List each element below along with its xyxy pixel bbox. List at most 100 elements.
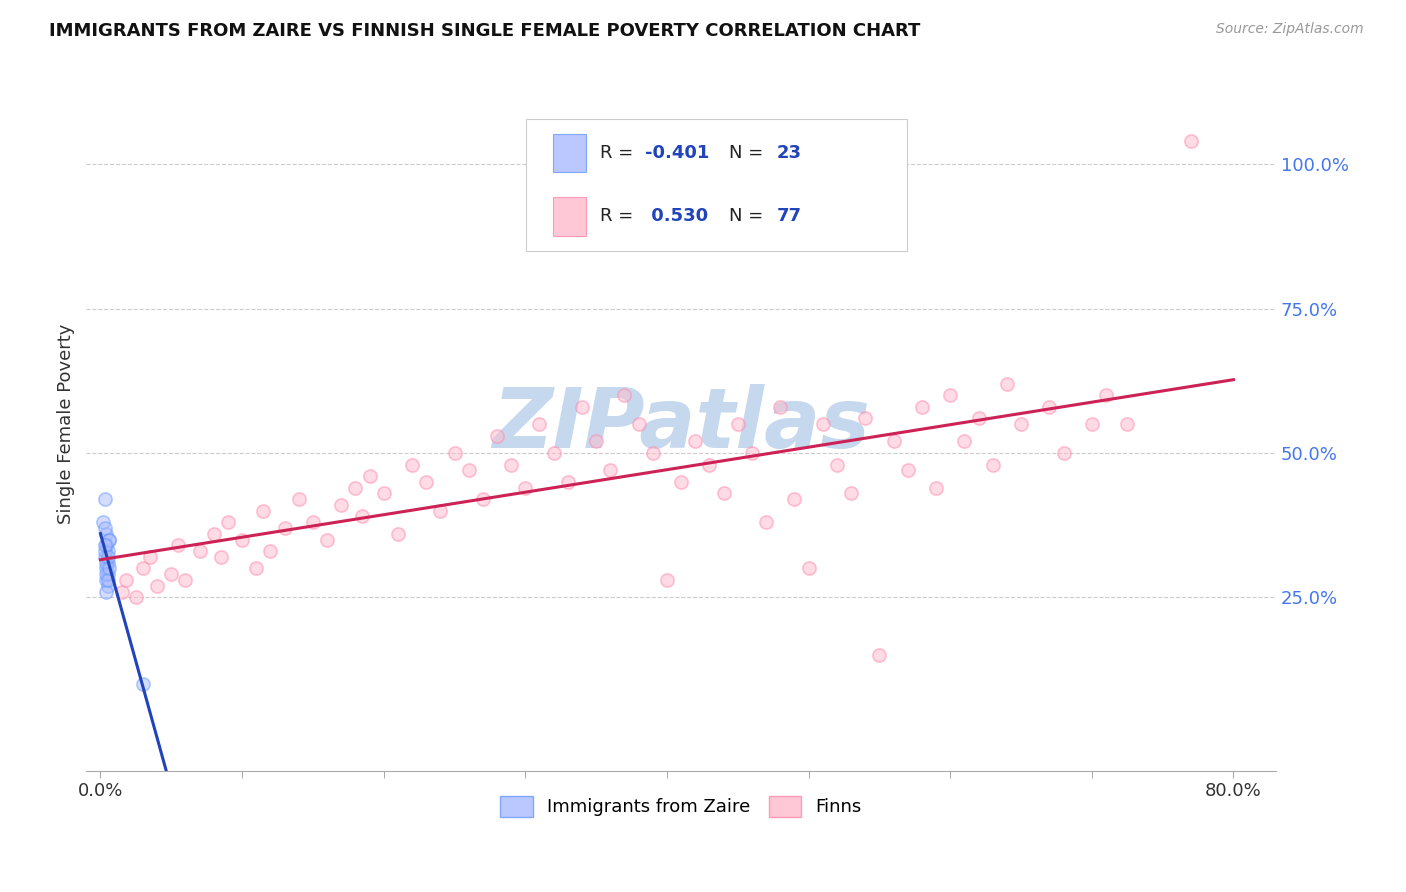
Point <box>755 516 778 530</box>
Point <box>571 400 593 414</box>
Point <box>132 677 155 691</box>
Point <box>302 516 325 530</box>
Point <box>94 567 117 582</box>
Point <box>316 533 339 547</box>
Point <box>727 417 749 431</box>
Text: N =: N = <box>728 145 769 162</box>
Text: 0.530: 0.530 <box>645 208 709 226</box>
Point <box>160 567 183 582</box>
Point <box>96 579 118 593</box>
Point <box>115 573 138 587</box>
Point <box>93 521 115 535</box>
Point <box>96 549 118 564</box>
Text: R =: R = <box>600 208 640 226</box>
Point <box>501 458 523 472</box>
FancyBboxPatch shape <box>553 197 586 235</box>
Point <box>1010 417 1032 431</box>
Point <box>359 469 381 483</box>
Point <box>953 434 976 449</box>
Point <box>96 573 118 587</box>
Text: R =: R = <box>600 145 640 162</box>
Point <box>287 492 309 507</box>
Point <box>627 417 650 431</box>
Point <box>741 446 763 460</box>
Point <box>209 549 232 564</box>
Point <box>825 458 848 472</box>
Point <box>1116 417 1139 431</box>
Point <box>529 417 551 431</box>
Point <box>96 567 118 582</box>
Point <box>797 561 820 575</box>
Point <box>669 475 692 489</box>
Point <box>685 434 707 449</box>
Point <box>543 446 565 460</box>
Text: -0.401: -0.401 <box>645 145 710 162</box>
Point <box>94 561 117 575</box>
Point <box>1081 417 1104 431</box>
Point <box>699 458 721 472</box>
Point <box>231 533 253 547</box>
Point <box>111 584 134 599</box>
Point <box>783 492 806 507</box>
Point <box>91 516 114 530</box>
Point <box>713 486 735 500</box>
Point <box>96 544 118 558</box>
Point <box>925 481 948 495</box>
Point <box>1095 388 1118 402</box>
Point <box>429 504 451 518</box>
Point <box>897 463 920 477</box>
Point <box>93 538 115 552</box>
Point <box>139 549 162 564</box>
Point <box>641 446 664 460</box>
Point <box>415 475 437 489</box>
Point <box>96 556 118 570</box>
Point <box>273 521 295 535</box>
Point <box>981 458 1004 472</box>
Point <box>94 538 117 552</box>
Text: IMMIGRANTS FROM ZAIRE VS FINNISH SINGLE FEMALE POVERTY CORRELATION CHART: IMMIGRANTS FROM ZAIRE VS FINNISH SINGLE … <box>49 22 921 40</box>
Point <box>471 492 494 507</box>
Point <box>655 573 678 587</box>
Point <box>939 388 962 402</box>
Text: N =: N = <box>728 208 769 226</box>
Point <box>868 648 890 662</box>
Point <box>599 463 621 477</box>
Point <box>202 526 225 541</box>
Point <box>373 486 395 500</box>
Point <box>245 561 267 575</box>
Point <box>97 561 120 575</box>
Point <box>167 538 190 552</box>
Point <box>401 458 423 472</box>
Point <box>853 411 876 425</box>
Point <box>174 573 197 587</box>
Point <box>839 486 862 500</box>
Y-axis label: Single Female Poverty: Single Female Poverty <box>58 324 75 524</box>
Point <box>125 591 148 605</box>
Point <box>93 549 115 564</box>
Point <box>94 526 117 541</box>
FancyBboxPatch shape <box>553 135 586 172</box>
FancyBboxPatch shape <box>526 119 907 251</box>
Point <box>217 516 239 530</box>
Point <box>252 504 274 518</box>
Point <box>443 446 465 460</box>
Point <box>613 388 636 402</box>
Point <box>485 428 508 442</box>
Legend: Immigrants from Zaire, Finns: Immigrants from Zaire, Finns <box>494 789 869 824</box>
Point <box>769 400 792 414</box>
Point <box>515 481 537 495</box>
Point <box>94 573 117 587</box>
Point <box>93 492 115 507</box>
Point <box>1052 446 1074 460</box>
Point <box>1180 134 1202 148</box>
Point <box>330 498 353 512</box>
Point <box>94 584 117 599</box>
Point <box>883 434 905 449</box>
Text: Source: ZipAtlas.com: Source: ZipAtlas.com <box>1216 22 1364 37</box>
Point <box>557 475 579 489</box>
Point <box>585 434 607 449</box>
Text: ZIPatlas: ZIPatlas <box>492 384 870 465</box>
Text: 23: 23 <box>776 145 801 162</box>
Point <box>995 376 1018 391</box>
Point <box>97 533 120 547</box>
